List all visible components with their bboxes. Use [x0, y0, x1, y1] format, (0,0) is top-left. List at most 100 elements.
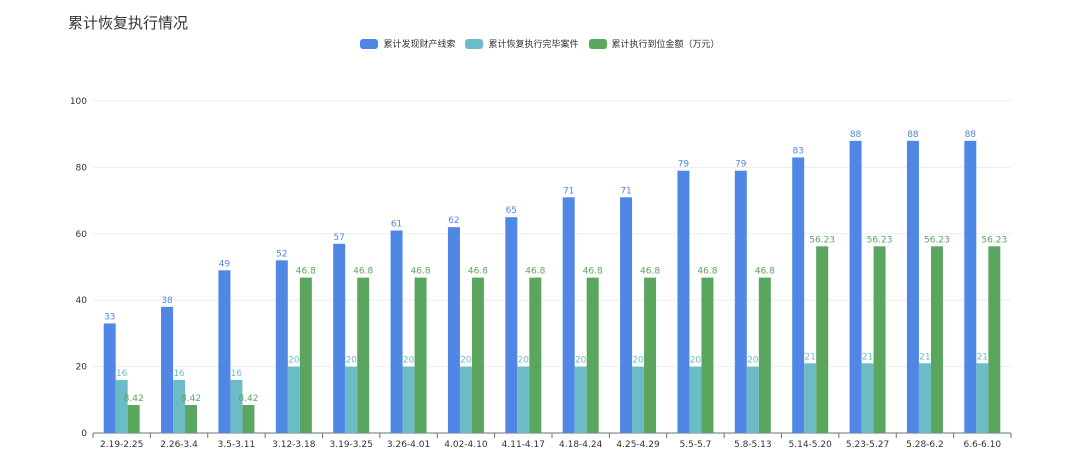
data-label-s0-2: 49 [219, 259, 231, 269]
bar-s2-15 [988, 246, 1001, 433]
bar-s2-4 [357, 277, 370, 433]
x-tick-label-10: 5.5-5.7 [680, 440, 712, 450]
bar-s0-0 [103, 323, 116, 433]
bar-s2-11 [758, 277, 771, 433]
legend-item-clues[interactable]: 累计发现财产线索 [360, 37, 455, 50]
bar-s1-9 [632, 366, 645, 433]
bar-s1-4 [345, 366, 358, 433]
bar-s0-15 [964, 140, 977, 433]
bar-s2-9 [644, 277, 657, 433]
data-label-s0-14: 88 [907, 130, 919, 140]
bar-s0-7 [505, 217, 518, 433]
bar-s2-5 [414, 277, 427, 433]
bar-s0-13 [849, 140, 862, 433]
bar-s0-8 [562, 197, 575, 433]
bar-s0-6 [447, 227, 460, 433]
data-label-s2-12: 56.23 [809, 235, 835, 245]
data-label-s2-6: 46.8 [468, 267, 488, 277]
x-tick-label-1: 2.26-3.4 [160, 440, 198, 450]
bar-s1-7 [517, 366, 530, 433]
legend-swatch-clues [360, 38, 379, 49]
legend-label-cases: 累计恢复执行完毕案件 [488, 40, 579, 50]
data-label-s0-12: 83 [792, 146, 803, 156]
bar-s1-14 [918, 363, 931, 433]
x-tick-label-6: 4.02-4.10 [444, 440, 488, 450]
bar-s2-7 [529, 277, 542, 433]
x-tick-label-12: 5.14-5.20 [789, 440, 833, 450]
bar-s1-10 [689, 366, 702, 433]
data-label-s1-11: 20 [747, 356, 759, 366]
bar-s1-6 [459, 366, 472, 433]
data-label-s1-6: 20 [460, 356, 472, 366]
bar-s1-1 [173, 379, 186, 433]
data-label-s1-12: 21 [804, 352, 815, 362]
data-label-s2-13: 56.23 [867, 235, 893, 245]
data-label-s0-7: 65 [506, 206, 517, 216]
bar-s1-13 [861, 363, 874, 433]
data-label-s1-13: 21 [862, 352, 873, 362]
bar-s2-14 [930, 246, 943, 433]
y-tick-label-1: 20 [76, 363, 88, 373]
legend-swatch-amount [588, 38, 607, 49]
data-label-s0-5: 61 [391, 219, 402, 229]
data-label-s0-11: 79 [735, 160, 747, 170]
bar-s2-1 [185, 405, 198, 433]
data-label-s0-3: 52 [276, 249, 287, 259]
data-label-s1-10: 20 [690, 356, 702, 366]
legend: 累计发现财产线索 累计恢复执行完毕案件 累计执行到位金额（万元） [0, 37, 1080, 50]
bar-s0-12 [792, 157, 805, 433]
data-label-s1-2: 16 [231, 369, 243, 379]
y-tick-label-4: 80 [76, 163, 88, 173]
x-tick-label-0: 2.19-2.25 [100, 440, 143, 450]
x-tick-label-14: 5.28-6.2 [906, 440, 944, 450]
data-label-s0-15: 88 [965, 130, 977, 140]
data-label-s2-10: 46.8 [697, 267, 717, 277]
data-label-s0-10: 79 [678, 160, 690, 170]
x-tick-label-9: 4.25-4.29 [616, 440, 660, 450]
data-label-s2-7: 46.8 [525, 267, 545, 277]
x-tick-label-8: 4.18-4.24 [559, 440, 603, 450]
bar-s0-10 [677, 170, 690, 433]
legend-item-amount[interactable]: 累计执行到位金额（万元） [588, 37, 720, 50]
x-tick-label-13: 5.23-5.27 [846, 440, 889, 450]
bar-s1-15 [976, 363, 989, 433]
data-label-s0-8: 71 [563, 186, 574, 196]
data-label-s0-4: 57 [333, 233, 344, 243]
y-tick-label-2: 40 [76, 296, 88, 306]
bar-s1-11 [746, 366, 759, 433]
data-label-s2-14: 56.23 [924, 235, 950, 245]
legend-item-cases[interactable]: 累计恢复执行完毕案件 [465, 37, 579, 50]
data-label-s2-4: 46.8 [353, 267, 373, 277]
bar-s2-2 [242, 405, 255, 433]
x-tick-label-3: 3.12-3.18 [272, 440, 316, 450]
legend-label-clues: 累计发现财产线索 [383, 40, 456, 50]
bar-s2-0 [127, 405, 140, 433]
bar-s2-13 [873, 246, 886, 433]
data-label-s1-5: 20 [403, 356, 415, 366]
y-tick-label-5: 100 [70, 97, 87, 107]
data-label-s1-0: 16 [116, 369, 128, 379]
y-tick-label-3: 60 [76, 230, 88, 240]
data-label-s0-6: 62 [448, 216, 459, 226]
bar-s1-0 [115, 379, 128, 433]
bar-s0-5 [390, 230, 403, 433]
bar-s0-14 [906, 140, 919, 433]
bar-s2-10 [701, 277, 714, 433]
x-tick-label-11: 5.8-5.13 [734, 440, 772, 450]
bar-s0-1 [161, 306, 174, 433]
x-tick-label-5: 3.26-4.01 [387, 440, 430, 450]
bar-s1-12 [804, 363, 817, 433]
data-label-s1-14: 21 [919, 352, 930, 362]
x-tick-label-7: 4.11-4.17 [502, 440, 545, 450]
data-label-s1-1: 16 [173, 369, 185, 379]
data-label-s2-5: 46.8 [411, 267, 431, 277]
data-label-s2-15: 56.23 [981, 235, 1007, 245]
data-label-s2-8: 46.8 [583, 267, 603, 277]
data-label-s2-2: 8.42 [238, 394, 258, 404]
bar-s0-11 [734, 170, 747, 433]
bar-s2-8 [586, 277, 599, 433]
bar-s0-3 [275, 260, 288, 433]
data-label-s1-4: 20 [345, 356, 357, 366]
bar-s1-5 [402, 366, 415, 433]
